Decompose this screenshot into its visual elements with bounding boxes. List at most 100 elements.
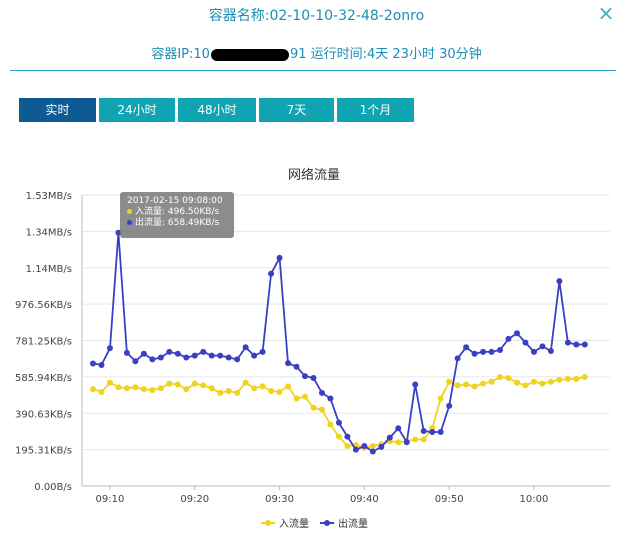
data-point-out[interactable]	[497, 347, 504, 354]
data-point-in[interactable]	[446, 378, 453, 385]
data-point-in[interactable]	[123, 385, 130, 392]
data-point-in[interactable]	[530, 378, 537, 385]
data-point-out[interactable]	[539, 343, 546, 350]
data-point-in[interactable]	[276, 388, 283, 395]
data-point-out[interactable]	[530, 348, 537, 355]
data-point-out[interactable]	[98, 361, 105, 368]
data-point-in[interactable]	[310, 404, 317, 411]
data-point-in[interactable]	[234, 389, 241, 396]
data-point-out[interactable]	[446, 402, 453, 409]
data-point-out[interactable]	[217, 352, 224, 359]
data-point-out[interactable]	[564, 339, 571, 346]
data-point-in[interactable]	[514, 379, 520, 386]
data-point-in[interactable]	[412, 436, 419, 443]
data-point-in[interactable]	[106, 379, 113, 386]
data-point-in[interactable]	[149, 387, 156, 394]
data-point-in[interactable]	[166, 380, 173, 387]
data-point-out[interactable]	[234, 356, 241, 363]
data-point-in[interactable]	[395, 439, 402, 446]
data-point-in[interactable]	[327, 421, 334, 428]
data-point-out[interactable]	[488, 348, 495, 355]
tab-realtime[interactable]: 实时	[19, 98, 96, 122]
data-point-in[interactable]	[302, 393, 308, 400]
data-point-out[interactable]	[174, 350, 181, 357]
data-point-out[interactable]	[225, 354, 232, 361]
data-point-out[interactable]	[157, 354, 164, 361]
data-point-out[interactable]	[522, 339, 529, 346]
data-point-in[interactable]	[564, 375, 571, 382]
data-point-in[interactable]	[318, 406, 325, 413]
data-point-in[interactable]	[369, 442, 376, 449]
data-point-in[interactable]	[242, 379, 249, 386]
data-point-out[interactable]	[166, 348, 173, 355]
data-point-in[interactable]	[132, 384, 139, 391]
data-point-in[interactable]	[293, 395, 300, 402]
legend-label[interactable]: 入流量	[279, 517, 309, 530]
data-point-out[interactable]	[259, 348, 266, 355]
data-point-in[interactable]	[420, 436, 427, 443]
data-point-out[interactable]	[276, 254, 283, 261]
data-point-out[interactable]	[344, 433, 351, 440]
data-point-out[interactable]	[318, 389, 325, 396]
data-point-in[interactable]	[344, 442, 351, 449]
data-point-in[interactable]	[251, 385, 258, 392]
data-point-in[interactable]	[285, 383, 292, 390]
data-point-out[interactable]	[268, 270, 275, 277]
data-point-in[interactable]	[200, 382, 207, 389]
data-point-in[interactable]	[556, 376, 563, 383]
data-point-out[interactable]	[285, 360, 292, 367]
data-point-out[interactable]	[581, 341, 588, 348]
data-point-out[interactable]	[200, 348, 207, 355]
data-point-in[interactable]	[463, 381, 470, 388]
data-point-out[interactable]	[361, 442, 368, 449]
data-point-in[interactable]	[98, 388, 105, 395]
data-point-in[interactable]	[191, 380, 198, 387]
data-point-out[interactable]	[480, 348, 487, 355]
data-point-in[interactable]	[581, 374, 588, 381]
data-point-in[interactable]	[437, 395, 444, 402]
data-point-out[interactable]	[106, 345, 113, 352]
data-point-out[interactable]	[352, 446, 359, 453]
data-point-in[interactable]	[115, 384, 122, 391]
data-point-in[interactable]	[488, 378, 495, 385]
data-point-in[interactable]	[573, 375, 580, 382]
data-point-out[interactable]	[429, 428, 436, 435]
data-point-out[interactable]	[310, 374, 317, 381]
tab-48h[interactable]: 48小时	[178, 98, 256, 122]
data-point-out[interactable]	[412, 381, 419, 388]
data-point-out[interactable]	[463, 344, 470, 351]
data-point-out[interactable]	[90, 360, 96, 367]
data-point-out[interactable]	[149, 356, 156, 363]
data-point-in[interactable]	[90, 386, 96, 393]
data-point-out[interactable]	[293, 363, 300, 370]
data-point-out[interactable]	[132, 358, 139, 365]
data-point-out[interactable]	[403, 439, 410, 446]
data-point-in[interactable]	[259, 383, 266, 390]
data-point-in[interactable]	[140, 386, 147, 393]
data-point-in[interactable]	[335, 433, 342, 440]
data-point-in[interactable]	[505, 374, 512, 381]
data-point-in[interactable]	[522, 382, 529, 389]
data-point-in[interactable]	[174, 381, 181, 388]
tab-1month[interactable]: 1个月	[337, 98, 414, 122]
data-point-in[interactable]	[217, 389, 224, 396]
data-point-out[interactable]	[471, 350, 478, 357]
close-icon[interactable]: ×	[597, 1, 615, 25]
tab-7d[interactable]: 7天	[259, 98, 334, 122]
data-point-out[interactable]	[454, 355, 461, 362]
data-point-out[interactable]	[208, 352, 215, 359]
data-point-in[interactable]	[225, 388, 232, 395]
data-point-out[interactable]	[378, 443, 385, 450]
data-point-out[interactable]	[369, 448, 376, 455]
data-point-out[interactable]	[420, 428, 427, 435]
data-point-out[interactable]	[505, 335, 512, 342]
data-point-out[interactable]	[242, 344, 249, 351]
data-point-out[interactable]	[386, 434, 393, 441]
data-point-in[interactable]	[157, 385, 164, 392]
data-point-out[interactable]	[437, 428, 444, 435]
data-point-in[interactable]	[547, 378, 554, 385]
data-point-in[interactable]	[208, 385, 215, 392]
data-point-out[interactable]	[191, 352, 198, 359]
data-point-out[interactable]	[547, 347, 554, 354]
data-point-out[interactable]	[556, 278, 563, 285]
